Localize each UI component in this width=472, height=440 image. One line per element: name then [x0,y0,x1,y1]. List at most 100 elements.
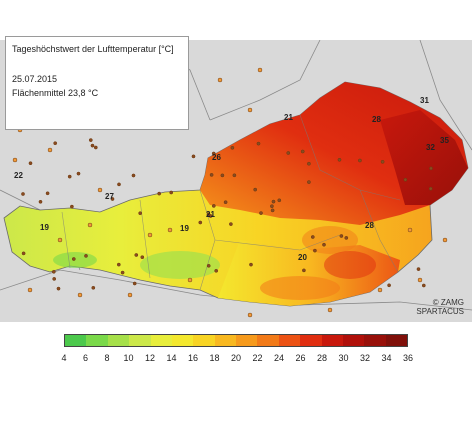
station-dot [198,220,203,225]
legend-tick-label: 34 [381,353,392,363]
station-dot [220,173,225,178]
station-dot [21,192,25,196]
station-dot [45,191,50,196]
station-dot [132,281,137,286]
legend-tick-label: 36 [402,353,414,363]
station-dot [87,222,93,228]
legend-swatch [364,335,386,346]
value-label: 35 [440,136,449,145]
legend-swatch [107,335,130,346]
legend-swatch [65,335,87,346]
station-dot [300,149,305,154]
station-dot [230,145,235,150]
legend-swatch [86,335,108,346]
station-dot [52,277,57,281]
station-dot [322,242,326,247]
station-dot [217,77,223,83]
station-dot [47,147,53,153]
legend-swatch [193,335,215,346]
station-dot [339,234,344,238]
legend-swatch [236,335,258,346]
station-dot [53,141,58,146]
legend-tick-label: 22 [252,353,263,363]
station-dot [131,173,136,178]
station-dot [310,235,315,239]
station-dot [259,211,263,215]
station-dot [70,204,74,209]
station-dot [147,232,153,238]
legend-tick-label: 20 [230,353,242,363]
value-label: 28 [372,115,381,124]
legend-tick-label: 16 [187,353,199,363]
station-dot [307,161,311,166]
station-dot [271,199,276,204]
station-dot [249,262,253,267]
legend-swatch [150,335,172,346]
station-dot [403,177,408,182]
legend-tick-label: 4 [61,353,67,363]
station-dot [84,254,88,258]
station-dot [407,227,413,233]
value-label: 21 [284,113,293,122]
station-dot [417,277,423,283]
station-dot [416,267,421,271]
station-dot [286,151,291,155]
station-dot [97,187,103,193]
value-label: 32 [426,143,435,152]
legend-bar [64,334,408,347]
value-label: 22 [14,171,23,180]
credit: © ZAMG SPARTACUS [416,298,464,316]
legend-tick-label: 18 [209,353,220,363]
legend-tick-label: 32 [359,353,371,363]
station-dot [191,154,196,159]
map-date: 25.07.2015 [12,74,58,84]
station-dot [229,222,233,226]
station-dot [270,208,275,213]
station-dot [214,268,219,273]
station-dot [247,107,253,113]
value-label: 31 [420,96,429,105]
station-dot [211,151,216,156]
station-dot [127,292,133,298]
map-title: Tageshöchstwert der Lufttemperatur [°C] [12,44,174,54]
station-dot [138,211,143,216]
station-dot [12,157,18,163]
station-dot [307,180,311,184]
station-dot [21,251,26,256]
station-dot [344,236,349,240]
station-dot [110,197,115,201]
station-dot [442,237,448,243]
legend-swatch [214,335,236,346]
legend-tick-label: 24 [273,353,285,363]
legend-tick-label: 6 [82,353,89,363]
station-dot [67,174,72,179]
station-dot [93,145,98,150]
station-dot [116,262,121,267]
station-dot [91,285,96,290]
legend-swatch [342,335,365,346]
austria-shape [3,81,469,307]
value-label: 19 [180,224,189,233]
station-dot [380,159,385,164]
legend-tick-label: 8 [104,353,110,363]
station-dot [134,253,139,257]
legend-swatch [321,335,343,346]
station-dot [223,200,228,205]
station-dot [327,307,333,313]
area-mean: Flächenmittel 23,8 °C [12,88,99,98]
station-dot [88,138,93,142]
legend-swatch [278,335,301,346]
station-dot [257,67,263,73]
legend-tick-label: 12 [144,353,156,363]
station-dot [76,171,81,176]
station-dot [377,287,383,293]
station-dot [157,191,162,196]
credit-line-1: © ZAMG [432,298,464,307]
value-label: 28 [365,221,374,230]
station-dot [429,166,433,171]
station-dot [71,257,76,261]
station-dot [270,204,274,209]
value-label: 21 [206,210,215,219]
value-label: 20 [298,253,307,262]
station-dot [51,269,56,274]
